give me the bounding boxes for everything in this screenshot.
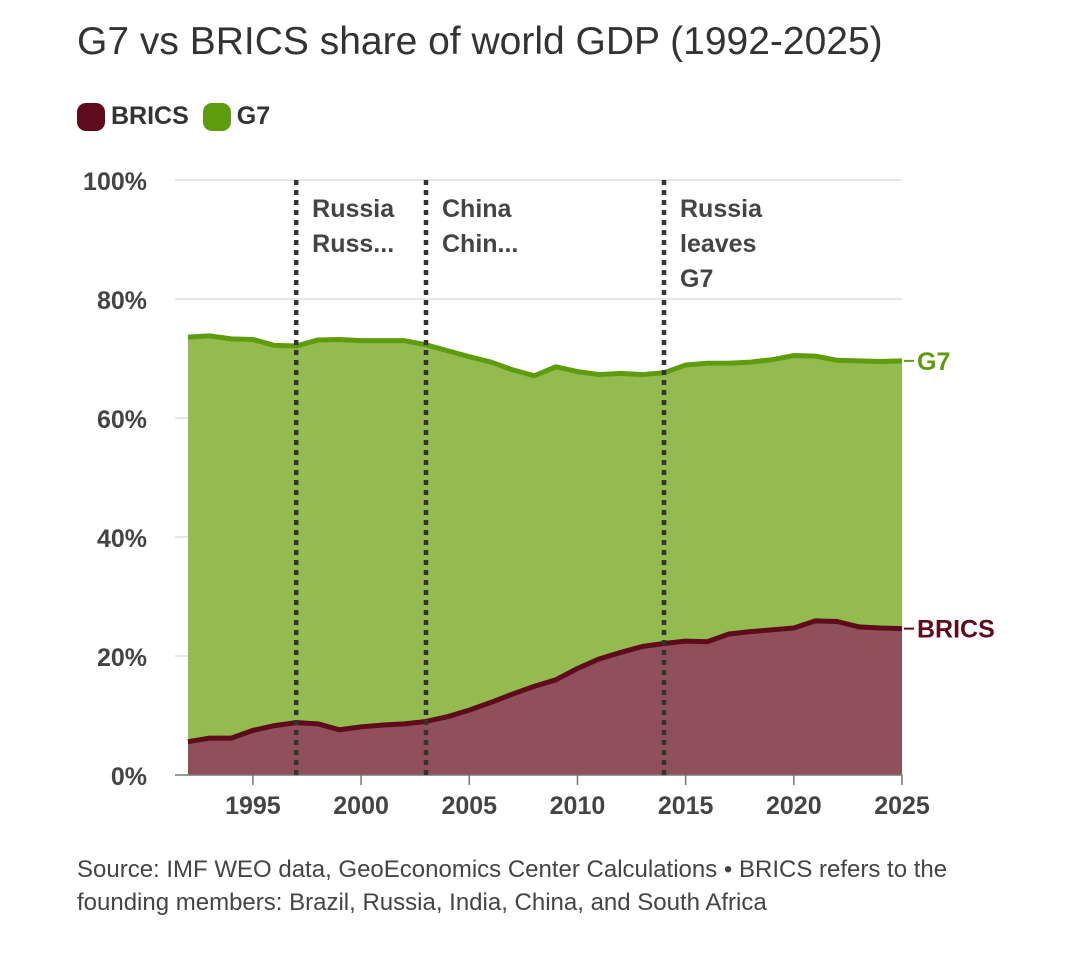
- legend-label-brics: BRICS: [111, 102, 189, 130]
- x-tick-label: 2015: [658, 792, 714, 820]
- brics-area: [188, 620, 902, 775]
- g7-end-label: G7: [917, 348, 950, 376]
- y-tick-label: 20%: [97, 644, 147, 672]
- legend-item-brics: BRICS: [77, 102, 189, 131]
- legend-item-g7: G7: [202, 102, 271, 131]
- legend-label-g7: G7: [236, 102, 271, 130]
- annotation-line-text: leaves: [680, 230, 756, 258]
- chart-area: 0% 20% 40% 60% 80% 100% G7 BRICS 1995 2000 2005 201…: [83, 168, 995, 820]
- brics-line: [187, 618, 903, 745]
- x-tick-label: 2005: [441, 792, 497, 820]
- g7-area: [188, 335, 902, 742]
- y-tick-label: 100%: [83, 168, 147, 196]
- annotation-line-text: Russia: [680, 195, 763, 223]
- annotation-label: China Chin...: [442, 195, 518, 258]
- x-tick-label: 2020: [766, 792, 822, 820]
- annotation-label: Russia leaves G7: [680, 195, 763, 293]
- y-tick-label: 40%: [97, 525, 147, 553]
- brics-end-label: BRICS: [917, 616, 995, 644]
- annotation-line-text: Chin...: [442, 230, 518, 258]
- g7-line: [187, 333, 903, 379]
- source-note: Source: IMF WEO data, GeoEconomics Cente…: [77, 856, 948, 916]
- annotation-line-text: Russ...: [312, 230, 394, 258]
- y-tick-label: 60%: [97, 406, 147, 434]
- y-tick-label: 0%: [111, 763, 147, 791]
- x-tick-label: 1995: [225, 792, 281, 820]
- legend-swatch-g7: [202, 102, 231, 131]
- x-tick-label: 2025: [874, 792, 930, 820]
- legend: BRICS G7: [77, 102, 284, 131]
- x-tick-label: 2000: [333, 792, 389, 820]
- annotation-label: Russia Russ...: [312, 195, 395, 258]
- annotation-line-text: China: [442, 195, 513, 223]
- x-tick-label: 2010: [550, 792, 606, 820]
- chart-title: G7 vs BRICS share of world GDP (1992-202…: [77, 20, 883, 63]
- annotation-line-text: Russia: [312, 195, 395, 223]
- y-tick-label: 80%: [97, 287, 147, 315]
- annotation-line-text: G7: [680, 265, 713, 293]
- legend-swatch-brics: [77, 102, 105, 131]
